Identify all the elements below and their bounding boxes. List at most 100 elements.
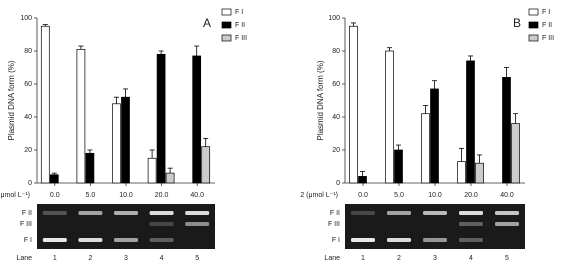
gel-band bbox=[459, 211, 483, 215]
x-tick-label: 20.0 bbox=[464, 192, 478, 199]
bar bbox=[358, 176, 367, 184]
band-label: F III bbox=[328, 221, 340, 228]
bar bbox=[192, 55, 202, 184]
bar bbox=[165, 172, 175, 184]
x-tick-label: 0.0 bbox=[358, 192, 368, 199]
error-bar bbox=[123, 88, 128, 98]
bar bbox=[394, 149, 403, 184]
legend-swatch bbox=[528, 8, 539, 16]
gel-band bbox=[423, 238, 447, 242]
gel-band bbox=[495, 222, 519, 226]
legend-label: F I bbox=[235, 9, 243, 16]
error-bar bbox=[351, 22, 356, 27]
gel-band bbox=[351, 238, 375, 242]
bar bbox=[502, 77, 511, 184]
band-label: F III bbox=[20, 221, 32, 228]
y-tick-label: 60 bbox=[24, 81, 32, 88]
y-axis-label: Plasmid DNA form (%) bbox=[7, 60, 16, 140]
legend-label: F II bbox=[235, 22, 245, 29]
gel-band bbox=[114, 238, 138, 242]
x-tick-label: 5.0 bbox=[394, 192, 404, 199]
error-bar bbox=[194, 45, 200, 56]
error-bar bbox=[360, 171, 365, 177]
gel-image bbox=[37, 204, 215, 249]
lane-number: 2 bbox=[397, 255, 401, 262]
lane-number: 1 bbox=[53, 255, 57, 262]
error-bar bbox=[477, 154, 482, 164]
y-axis-label: Plasmid DNA form (%) bbox=[316, 60, 325, 140]
lane-number: 2 bbox=[88, 255, 92, 262]
bar bbox=[475, 162, 484, 184]
lane-number: 5 bbox=[195, 255, 199, 262]
legend-label: F I bbox=[542, 9, 550, 16]
gel-band bbox=[114, 211, 138, 215]
band-label: F I bbox=[24, 237, 32, 244]
band-label: F II bbox=[22, 210, 32, 217]
gel-band bbox=[78, 238, 103, 242]
x-tick-label: 40.0 bbox=[190, 192, 204, 199]
error-bar bbox=[459, 147, 464, 162]
legend-swatch bbox=[221, 8, 232, 16]
error-bar bbox=[78, 45, 84, 50]
gel-band bbox=[495, 211, 519, 215]
lane-number: 4 bbox=[160, 255, 164, 262]
error-bar bbox=[396, 144, 401, 150]
y-tick-label: 60 bbox=[332, 81, 340, 88]
gel-band bbox=[387, 211, 411, 215]
error-bar bbox=[158, 50, 164, 55]
gel-band bbox=[459, 238, 483, 242]
panel-label: B bbox=[513, 16, 521, 30]
bar bbox=[85, 152, 95, 184]
x-tick-label: 10.0 bbox=[428, 192, 442, 199]
bar bbox=[156, 53, 166, 184]
lane-number: 4 bbox=[469, 255, 473, 262]
error-bar bbox=[149, 149, 155, 159]
error-bar bbox=[504, 67, 509, 78]
band-label: F II bbox=[330, 210, 340, 217]
legend-label: F III bbox=[235, 35, 247, 42]
legend-swatch bbox=[221, 21, 232, 29]
error-bar bbox=[167, 167, 173, 174]
bar bbox=[49, 174, 59, 184]
y-tick-label: 20 bbox=[332, 147, 340, 154]
error-bar bbox=[203, 138, 209, 147]
y-tick-label: 80 bbox=[24, 48, 32, 55]
gel-band bbox=[185, 211, 210, 215]
x-tick-label: 20.0 bbox=[155, 192, 169, 199]
bar bbox=[457, 161, 466, 184]
gel-band bbox=[423, 211, 447, 215]
gel-band bbox=[149, 211, 174, 215]
legend-swatch bbox=[221, 34, 232, 42]
error-bar bbox=[432, 80, 437, 89]
x-tick-label: 0.0 bbox=[50, 192, 60, 199]
x-axis-label: 2 (μmol L⁻¹) bbox=[300, 192, 338, 199]
y-tick-label: 80 bbox=[332, 48, 340, 55]
y-tick-label: 100 bbox=[20, 15, 32, 22]
error-bar bbox=[87, 149, 93, 154]
bar bbox=[466, 60, 475, 184]
legend-swatch bbox=[528, 34, 539, 42]
bar bbox=[349, 25, 358, 184]
gel-band bbox=[185, 222, 210, 226]
bar bbox=[421, 113, 430, 184]
x-tick-label: 5.0 bbox=[86, 192, 96, 199]
y-tick-label: 40 bbox=[332, 114, 340, 121]
lane-number: 3 bbox=[433, 255, 437, 262]
lane-number: 3 bbox=[124, 255, 128, 262]
lane-number: 1 bbox=[361, 255, 365, 262]
gel-band bbox=[149, 222, 174, 226]
bar bbox=[201, 146, 211, 184]
error-bar bbox=[468, 55, 473, 61]
lane-number: 5 bbox=[505, 255, 509, 262]
bar bbox=[511, 123, 520, 184]
error-bar bbox=[387, 47, 392, 51]
error-bar bbox=[513, 113, 518, 124]
gel-band bbox=[387, 238, 411, 242]
legend-label: F III bbox=[542, 35, 554, 42]
y-tick-label: 20 bbox=[24, 147, 32, 154]
bar bbox=[76, 48, 86, 184]
bar bbox=[121, 96, 130, 184]
legend-swatch bbox=[528, 21, 539, 29]
y-tick-label: 0 bbox=[28, 180, 32, 187]
lane-label: Lane bbox=[16, 255, 32, 262]
